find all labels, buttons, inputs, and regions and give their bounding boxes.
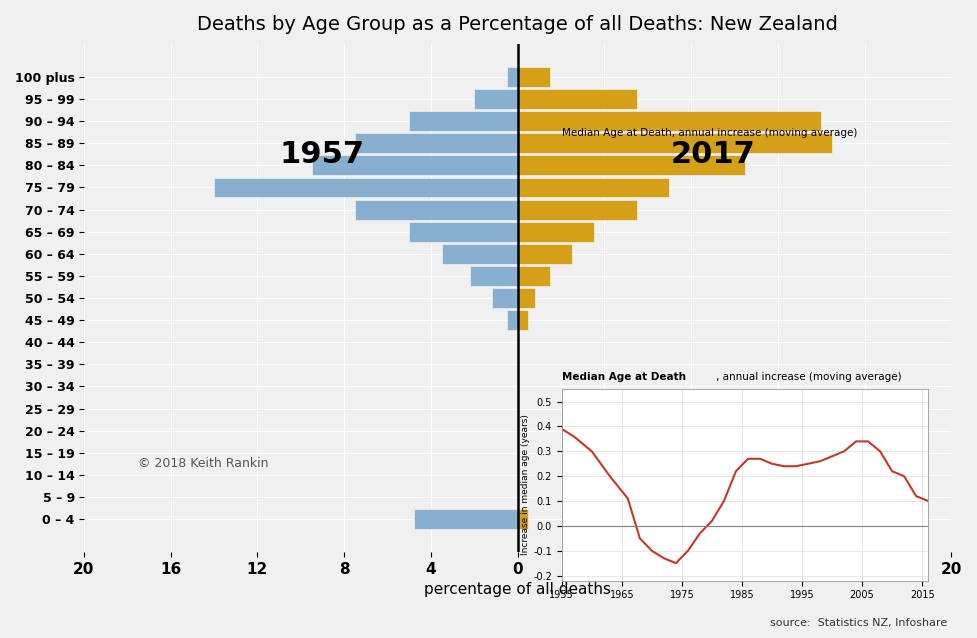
Text: 1957: 1957 xyxy=(280,140,365,169)
Text: 2017: 2017 xyxy=(670,140,755,169)
Bar xyxy=(518,67,550,87)
Bar xyxy=(491,288,518,308)
Bar xyxy=(518,89,637,109)
Bar xyxy=(474,89,518,109)
Bar xyxy=(312,156,518,175)
Title: Deaths by Age Group as a Percentage of all Deaths: New Zealand: Deaths by Age Group as a Percentage of a… xyxy=(197,15,838,34)
Bar xyxy=(518,310,529,330)
Bar xyxy=(518,133,832,153)
Bar xyxy=(214,177,518,197)
Y-axis label: Increase in median age (years): Increase in median age (years) xyxy=(522,415,531,555)
Bar xyxy=(518,288,535,308)
Bar xyxy=(409,111,518,131)
Bar xyxy=(518,244,572,263)
Bar xyxy=(355,200,518,219)
Bar xyxy=(413,509,518,529)
Text: source:  Statistics NZ, Infoshare: source: Statistics NZ, Infoshare xyxy=(771,618,948,628)
X-axis label: percentage of all deaths: percentage of all deaths xyxy=(424,582,611,597)
Bar xyxy=(409,222,518,242)
Bar xyxy=(518,266,550,286)
Text: Median Age at Death, annual increase (moving average): Median Age at Death, annual increase (mo… xyxy=(562,128,857,138)
Text: © 2018 Keith Rankin: © 2018 Keith Rankin xyxy=(138,457,269,470)
Bar xyxy=(518,200,637,219)
Bar xyxy=(518,509,529,529)
Text: , annual increase (moving average): , annual increase (moving average) xyxy=(715,371,901,382)
Bar xyxy=(507,67,518,87)
Bar xyxy=(518,156,745,175)
Bar xyxy=(518,222,593,242)
Bar xyxy=(507,310,518,330)
Text: Median Age at Death: Median Age at Death xyxy=(562,371,686,382)
Bar xyxy=(355,133,518,153)
Bar xyxy=(470,266,518,286)
Bar xyxy=(518,177,669,197)
Bar xyxy=(518,111,822,131)
Bar xyxy=(442,244,518,263)
